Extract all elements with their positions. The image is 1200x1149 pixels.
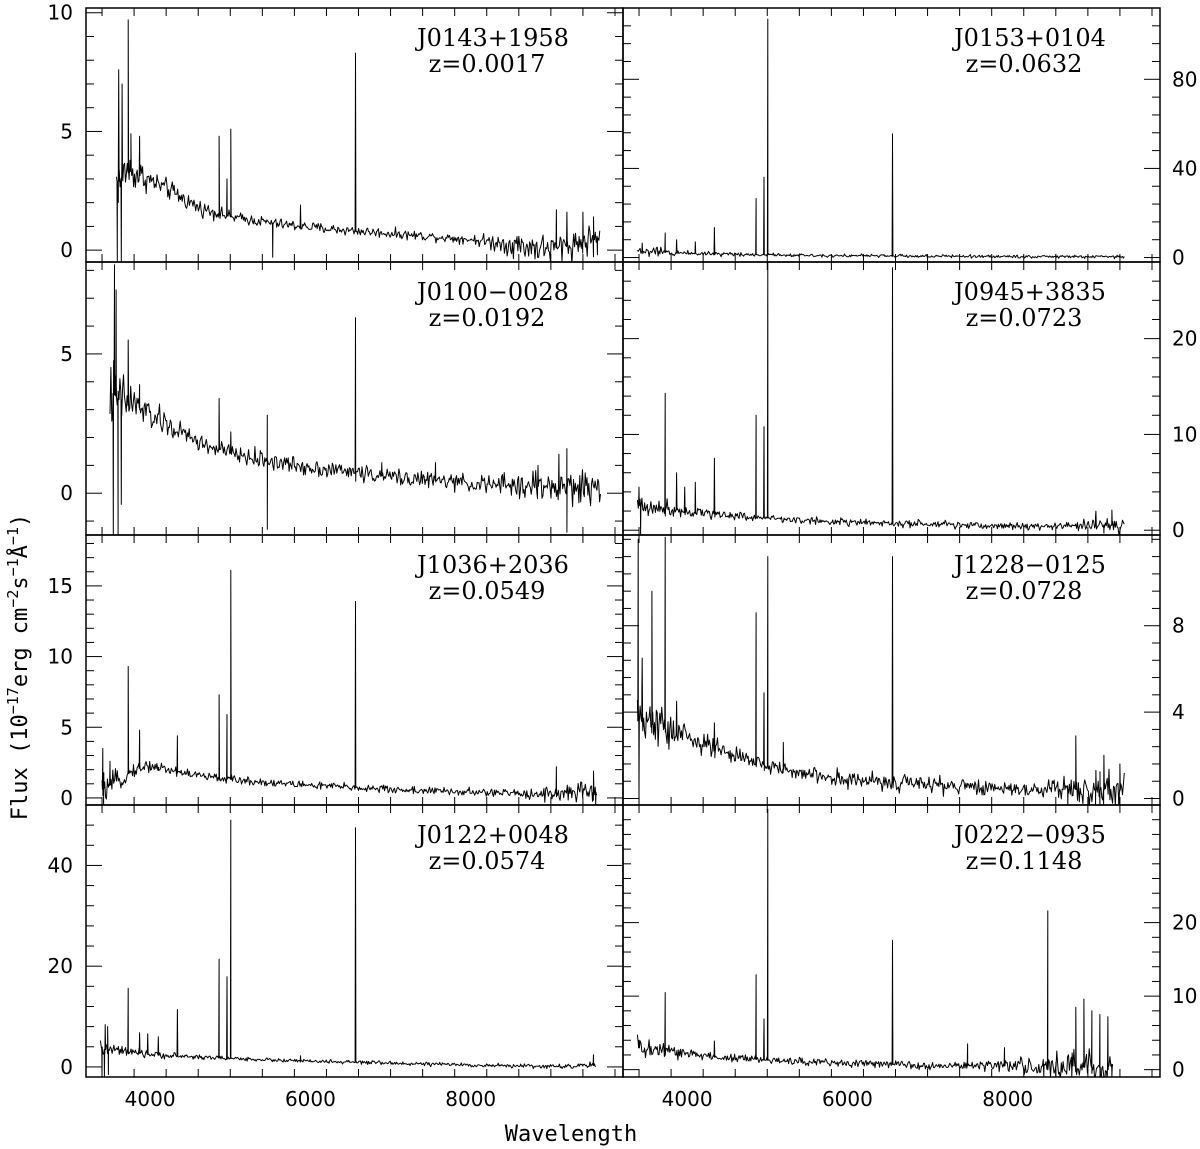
- spectrum-line: [636, 808, 1114, 1077]
- spectrum-line: [109, 264, 601, 535]
- y-tick-label: 10: [48, 645, 73, 669]
- redshift-label: z=0.0723: [966, 304, 1083, 332]
- panel-frame: [622, 804, 1161, 1078]
- y-tick-label: 0: [1172, 246, 1185, 270]
- spectrum-line: [116, 19, 601, 262]
- x-tick-label: 6000: [822, 1087, 873, 1111]
- y-tick-label: 0: [1172, 518, 1185, 542]
- y-tick-label: 10: [1172, 984, 1197, 1008]
- redshift-label: z=0.0017: [429, 50, 546, 78]
- y-tick-label: 40: [48, 853, 73, 877]
- y-tick-label: 20: [48, 954, 73, 978]
- y-tick-label: 5: [60, 715, 73, 739]
- spectrum-line: [99, 819, 596, 1077]
- y-tick-label: 4: [1172, 700, 1185, 724]
- y-tick-label: 20: [1172, 911, 1197, 935]
- y-tick-label: 8: [1172, 614, 1185, 638]
- y-tick-label: 10: [1172, 422, 1197, 446]
- y-tick-label: 5: [60, 342, 73, 366]
- x-axis-label: Wavelength: [505, 1122, 637, 1147]
- y-tick-label: 40: [1172, 156, 1197, 180]
- spectrum-line: [637, 18, 1125, 260]
- object-name: J0100−0028: [414, 278, 569, 306]
- x-tick-label: 8000: [445, 1087, 496, 1111]
- spectrum-line: [636, 536, 1125, 805]
- y-tick-label: 10: [48, 1, 73, 25]
- y-tick-label: 15: [48, 574, 73, 598]
- y-tick-label: 20: [1172, 327, 1197, 351]
- y-tick-label: 0: [60, 481, 73, 505]
- redshift-label: z=0.0728: [966, 577, 1083, 605]
- spectrum-line: [636, 262, 1125, 535]
- y-tick-label: 0: [60, 238, 73, 262]
- y-tick-label: 0: [1172, 787, 1185, 811]
- x-tick-label: 8000: [982, 1087, 1033, 1111]
- y-tick-label: 5: [60, 119, 73, 143]
- object-name: J0222−0935: [951, 821, 1106, 849]
- redshift-label: z=0.0192: [429, 304, 546, 332]
- object-name: J0122+0048: [414, 821, 569, 849]
- redshift-label: z=0.1148: [966, 847, 1083, 875]
- x-axis: 4000 6000 8000 4000 6000 8000: [125, 1087, 1034, 1111]
- redshift-label: z=0.0632: [966, 50, 1083, 78]
- redshift-label: z=0.0549: [429, 577, 546, 605]
- redshift-label: z=0.0574: [429, 847, 546, 875]
- x-tick-label: 4000: [662, 1087, 713, 1111]
- y-tick-label: 0: [60, 1055, 73, 1079]
- object-name: J0945+3835: [951, 278, 1106, 306]
- y-tick-label: 0: [1172, 1058, 1185, 1082]
- y-axis-label: Flux (10−17erg cm−2s−1Å−1): [4, 514, 33, 820]
- object-name: J0153+0104: [951, 24, 1106, 52]
- object-name: J0143+1958: [414, 24, 569, 52]
- spectrum-line: [101, 569, 598, 805]
- x-tick-label: 4000: [125, 1087, 176, 1111]
- object-name: J1036+2036: [414, 551, 569, 579]
- y-tick-label: 80: [1172, 67, 1197, 91]
- x-tick-label: 6000: [285, 1087, 336, 1111]
- y-tick-label: 0: [60, 786, 73, 810]
- object-name: J1228−0125: [951, 551, 1106, 579]
